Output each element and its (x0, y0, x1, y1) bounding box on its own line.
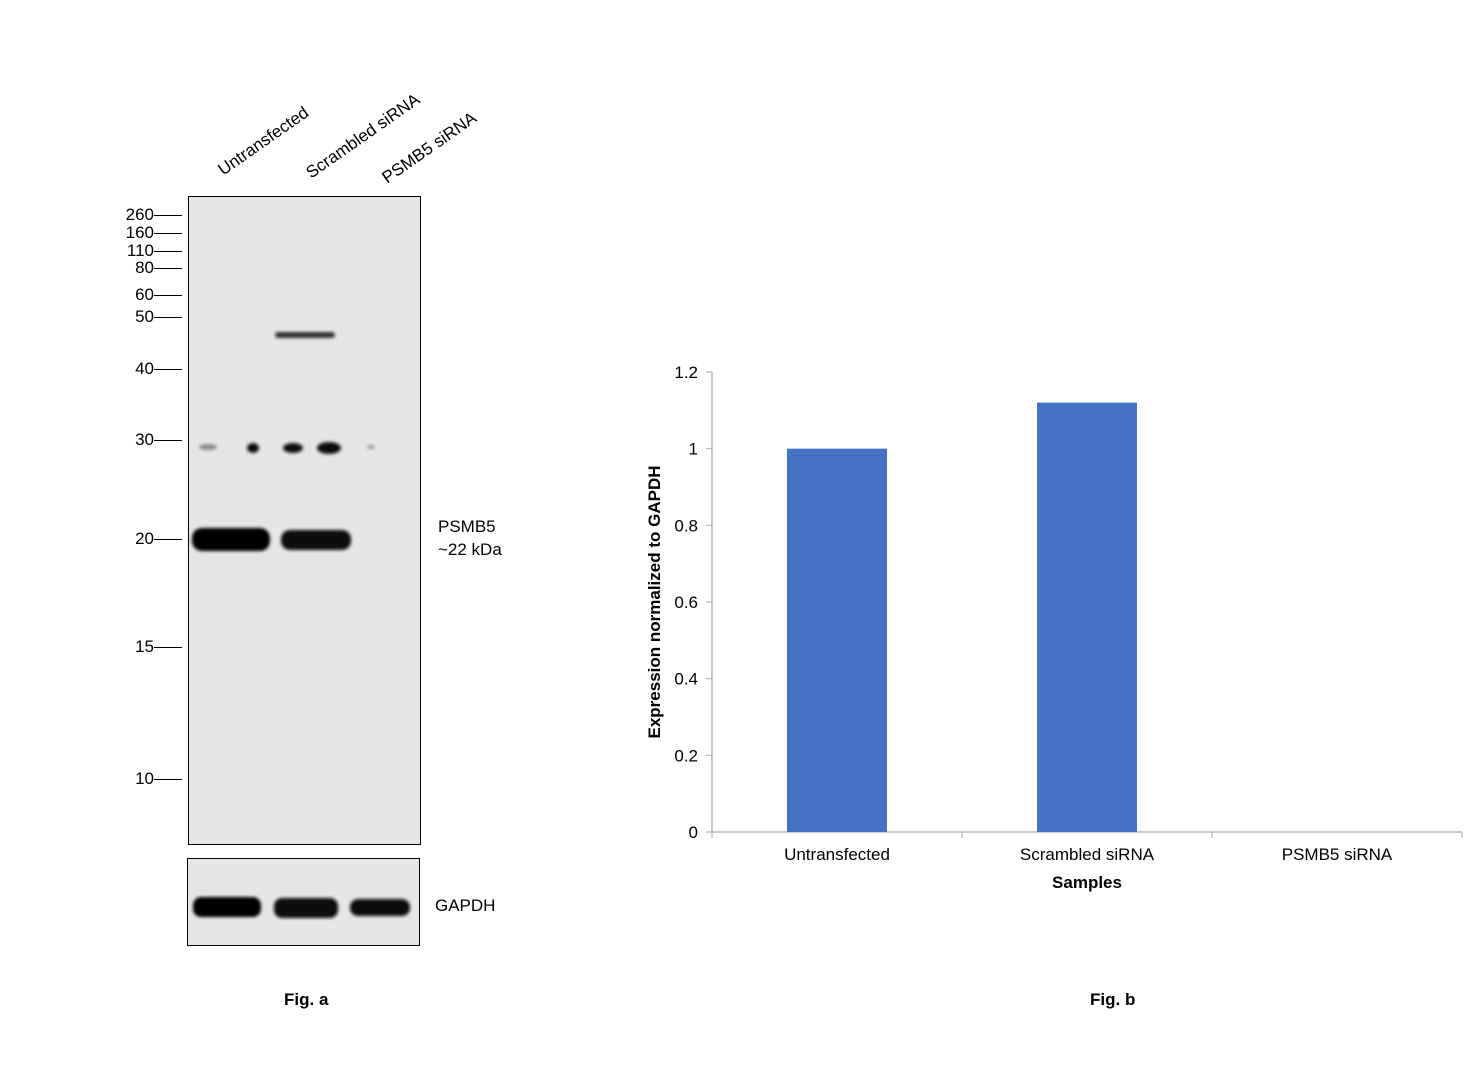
gapdh-bands (193, 897, 410, 918)
mw-tick (154, 369, 182, 370)
x-tick-label: PSMB5 siRNA (1282, 845, 1393, 864)
mw-tick (154, 233, 182, 234)
gapdh-label: GAPDH (435, 896, 496, 915)
caption-fig-a: Fig. a (284, 990, 329, 1009)
target-label: PSMB5 (438, 517, 496, 536)
mw-label-50: 50 (135, 307, 154, 326)
blot-bands (192, 332, 375, 551)
mw-tick (154, 251, 182, 252)
y-tick-label: 0 (689, 823, 698, 842)
mw-label-110: 110 (126, 241, 154, 260)
band-30kda-lane2b (317, 442, 341, 454)
band-gapdh-lane1 (193, 897, 261, 917)
mw-label-80: 80 (135, 258, 154, 277)
band-30kda-lane2a (283, 443, 303, 453)
x-tick-label: Untransfected (784, 845, 890, 864)
mw-label-10: 10 (135, 769, 154, 788)
band-gapdh-lane2 (274, 898, 338, 918)
y-tick-label: 0.4 (674, 670, 698, 689)
y-tick-label: 0.8 (674, 516, 698, 535)
mw-tick (154, 268, 182, 269)
mw-label-260: 260 (125, 205, 154, 224)
mw-tick (154, 317, 182, 318)
y-tick-label: 1.2 (674, 363, 698, 382)
mw-label-160: 160 (125, 223, 154, 242)
mw-label-15: 15 (135, 637, 154, 656)
band-30kda-lane1a (199, 444, 217, 450)
mw-label-20: 20 (135, 529, 154, 548)
mw-tick (154, 215, 182, 216)
blot-gapdh (187, 858, 420, 946)
x-tick-label: Scrambled siRNA (1020, 845, 1155, 864)
bar-scrambled-sirna (1037, 402, 1137, 832)
mw-label-60: 60 (135, 285, 154, 304)
band-47kda-lane2 (275, 332, 335, 338)
band-psmb5-lane2 (281, 530, 351, 550)
mw-tick (154, 779, 182, 780)
mw-label-40: 40 (135, 359, 154, 378)
y-tick-label: 0.2 (674, 746, 698, 765)
band-30kda-lane3 (367, 445, 375, 449)
band-gapdh-lane3 (350, 899, 410, 916)
bar-untransfected (787, 448, 887, 832)
y-tick-label: 0.6 (674, 593, 698, 612)
x-axis-title: Samples (1052, 873, 1122, 892)
y-axis-title: Expression normalized to GAPDH (645, 466, 664, 739)
y-tick-label: 1 (689, 440, 698, 459)
mw-label-30: 30 (135, 430, 154, 449)
mw-tick (154, 440, 182, 441)
mw-tick (154, 295, 182, 296)
mw-tick (154, 539, 182, 540)
target-size: ~22 kDa (438, 540, 502, 559)
caption-fig-b: Fig. b (1090, 990, 1136, 1009)
blot-main (188, 196, 421, 845)
band-psmb5-lane1 (192, 528, 270, 551)
mw-tick (154, 647, 182, 648)
band-30kda-lane1b (247, 443, 259, 453)
